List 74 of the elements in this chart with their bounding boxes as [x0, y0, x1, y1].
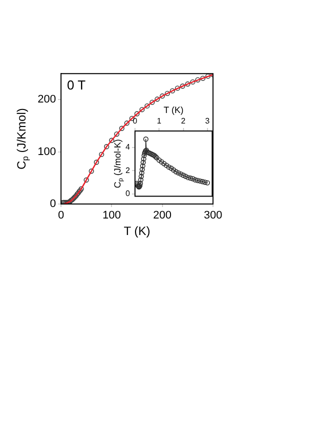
x-tick-label: 300 [204, 210, 222, 222]
point [164, 162, 169, 168]
point [119, 126, 124, 131]
point [141, 156, 146, 162]
point [180, 84, 186, 89]
point [140, 166, 145, 172]
point [140, 163, 146, 169]
point [174, 86, 180, 91]
y-axis-title: Cp (J/Kmol) [14, 108, 30, 170]
point [185, 81, 190, 87]
point [168, 166, 174, 171]
point [134, 111, 140, 116]
point [139, 170, 144, 176]
y-tick-label: 0 [126, 189, 131, 198]
point [195, 77, 200, 82]
point [139, 106, 145, 112]
point [78, 186, 84, 192]
y-tick-label: 200 [38, 94, 56, 106]
point [192, 177, 198, 182]
point [98, 152, 104, 158]
point [200, 76, 206, 81]
point [164, 90, 170, 96]
point [202, 180, 208, 185]
point [150, 100, 155, 105]
point [204, 180, 210, 186]
point [173, 169, 179, 174]
point [200, 179, 206, 184]
point [195, 178, 200, 184]
x-tick-label: 0 [132, 116, 138, 126]
x-tick-label: 2 [181, 116, 186, 126]
point [138, 177, 144, 182]
y-tick-label: 0 [50, 198, 56, 210]
point [178, 171, 184, 177]
point [138, 180, 143, 186]
point [166, 164, 172, 170]
point [185, 174, 191, 180]
point [190, 79, 196, 85]
point [160, 93, 165, 99]
point [161, 161, 167, 166]
point [124, 120, 130, 126]
point [156, 158, 162, 163]
point [171, 167, 176, 173]
x-axis-title: T (K) [124, 224, 150, 238]
point [84, 177, 89, 183]
x-tick-label: 1 [156, 116, 162, 126]
x-tick-label: 100 [102, 210, 121, 222]
y-tick-label: 100 [38, 146, 56, 158]
annotation: 0 T [67, 78, 86, 93]
point [158, 159, 164, 164]
x-tick-label: 3 [205, 116, 210, 126]
point [104, 144, 110, 150]
point [183, 174, 188, 180]
point [154, 96, 160, 102]
point [176, 170, 182, 176]
x-tick-label: 200 [153, 210, 172, 222]
point [140, 160, 146, 166]
point [190, 176, 196, 182]
point [114, 132, 120, 137]
point [188, 176, 194, 181]
point [94, 160, 100, 165]
point [88, 168, 94, 174]
x-axis-title: T (K) [164, 104, 184, 115]
point [144, 103, 150, 109]
point [205, 74, 211, 79]
point [170, 88, 176, 94]
y-tick-label: 2 [126, 166, 131, 175]
point [138, 174, 144, 180]
point [198, 178, 203, 184]
x-tick-label: 0 [58, 210, 64, 222]
y-tick-label: 4 [126, 142, 131, 152]
point [109, 138, 114, 143]
point [180, 172, 186, 178]
point [143, 136, 148, 142]
point [142, 152, 147, 158]
